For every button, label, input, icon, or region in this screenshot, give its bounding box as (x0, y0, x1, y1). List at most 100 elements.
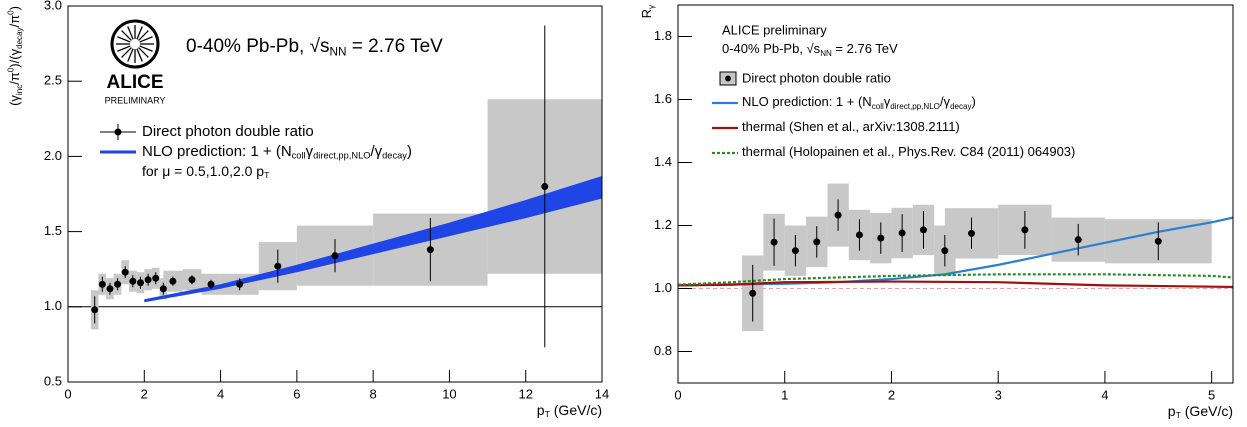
text-part: (GeV/c) (1181, 403, 1233, 419)
text-part: 0-40% Pb-Pb, √s (186, 36, 330, 57)
text-part: decay (15, 27, 24, 48)
x-tick-label: 10 (442, 386, 456, 401)
text-part: 0 (7, 10, 16, 15)
curve (677, 280, 1234, 289)
x-tick-label: 8 (370, 386, 377, 401)
text-part: 0-40% Pb-Pb, √s (722, 41, 821, 56)
x-tick-label: 14 (595, 386, 609, 401)
text-part: = 2.76 TeV (347, 36, 444, 57)
logo-ray (121, 47, 132, 58)
y-tick-label: 0.5 (44, 373, 62, 388)
logo-ray (127, 48, 134, 62)
x-tick-label: 4 (217, 386, 224, 401)
plot-frame (67, 5, 603, 383)
y-tick-label: 1.0 (654, 280, 672, 295)
text-part: decay (950, 102, 971, 111)
text-part: = 2.76 TeV (832, 41, 898, 56)
text-part: coll (872, 102, 884, 111)
curve (677, 216, 1234, 287)
y-tick-label: 1.5 (44, 223, 62, 238)
data-point (114, 280, 122, 288)
legend-marker (114, 128, 122, 136)
data-point (855, 231, 863, 239)
x-tick-label: 2 (888, 387, 895, 402)
text-part: γ (884, 94, 891, 109)
y-axis-label-group: (γinc/π0)/(γdecay/π0) (7, 6, 24, 106)
data-point (136, 279, 144, 287)
logo-ray (136, 48, 143, 62)
text-part: p (537, 402, 545, 418)
text-part: ) (972, 94, 976, 109)
text-part: T (264, 170, 270, 180)
data-point (91, 306, 99, 314)
legend-label: NLO prediction: 1 + (Ncollγdirect,pp,NLO… (742, 94, 976, 111)
logo-ring (110, 19, 160, 69)
data-point (236, 280, 244, 288)
data-point (877, 234, 885, 242)
legend-label: Direct photon double ratio (142, 123, 314, 140)
legend-marker (725, 75, 731, 82)
text-part: coll (292, 151, 306, 161)
text-part: ) (407, 143, 412, 160)
logo-title: ALICE (107, 72, 164, 93)
text-part: NLO prediction: 1 + (N (142, 143, 292, 160)
annotation: ALICE preliminary (722, 22, 827, 37)
chart: 0 1 2 3 4 5 0.8 1.0 1.2 1.4 1.6 1.8 pT (GeV/c) Rγ ALIC… (639, 4, 1234, 421)
legend-note: for μ = 0.5,1.0,2.0 pT (142, 163, 270, 181)
data-point (274, 262, 282, 270)
logo-ray (121, 30, 132, 41)
data-point (834, 211, 842, 219)
x-tick-label: 1 (781, 387, 788, 402)
logo-ray (127, 26, 134, 40)
y-tick-label: 0.8 (654, 343, 672, 358)
data-point (919, 226, 927, 234)
data-point (813, 238, 821, 246)
x-tick-label: 12 (518, 386, 532, 401)
text-part: direct,pp,NLO (890, 102, 940, 111)
y-axis-label: (γinc/π0)/(γdecay/π0) (7, 6, 24, 106)
annotation: 0-40% Pb-Pb, √sNN = 2.76 TeV (722, 41, 898, 58)
data-point (188, 276, 196, 284)
logo-ray (139, 36, 153, 43)
x-tick-label: 0 (674, 387, 681, 402)
text-part: p (1168, 403, 1176, 419)
data-point (749, 289, 757, 297)
x-tick-label: 2 (141, 386, 148, 401)
y-axis-label-group: Rγ (639, 5, 656, 18)
y-tick-label: 1.4 (654, 154, 672, 169)
curve (677, 273, 1234, 286)
x-axis-label: pT (GeV/c) (1168, 403, 1233, 421)
data-point (169, 277, 177, 285)
data-point (106, 285, 114, 293)
data-point (1021, 226, 1029, 234)
logo-ray (136, 26, 143, 40)
legend-label: NLO prediction: 1 + (Ncollγdirect,pp,NLO… (142, 143, 412, 161)
chart: 0 2 4 6 8 10 12 140.51.01.52.02.53.0pT (GeV/c)(… (7, 0, 610, 419)
data-point (791, 247, 799, 255)
legend-label: thermal (Shen et al., arXiv:1308.2111) (742, 119, 960, 134)
data-point (426, 246, 434, 254)
logo-subtitle: PRELIMINARY (105, 95, 166, 105)
text-part: γ (306, 143, 314, 160)
text-part: (γ (7, 95, 22, 106)
text-part: T (545, 409, 551, 419)
text-part: 0 (7, 67, 16, 72)
logo-ray (117, 45, 131, 52)
text-part: ) (7, 6, 22, 10)
plot-frame (677, 4, 1234, 384)
y-tick-label: 1.0 (44, 298, 62, 313)
legend-label: thermal (Holopainen et al., Phys.Rev. C8… (742, 144, 1075, 159)
data-point (541, 182, 549, 190)
data-point (98, 280, 106, 288)
data-point (1074, 236, 1082, 244)
x-tick-label: 5 (1208, 387, 1215, 402)
data-point (152, 274, 160, 282)
logo-ray (139, 45, 153, 52)
text-part: decay (382, 151, 407, 161)
legend-label: Direct photon double ratio (742, 70, 891, 85)
text-part: T (1176, 410, 1182, 420)
text-part: NLO prediction: 1 + (N (742, 94, 872, 109)
logo-ray (117, 36, 131, 43)
x-axis-label: pT (GeV/c) (537, 402, 602, 420)
